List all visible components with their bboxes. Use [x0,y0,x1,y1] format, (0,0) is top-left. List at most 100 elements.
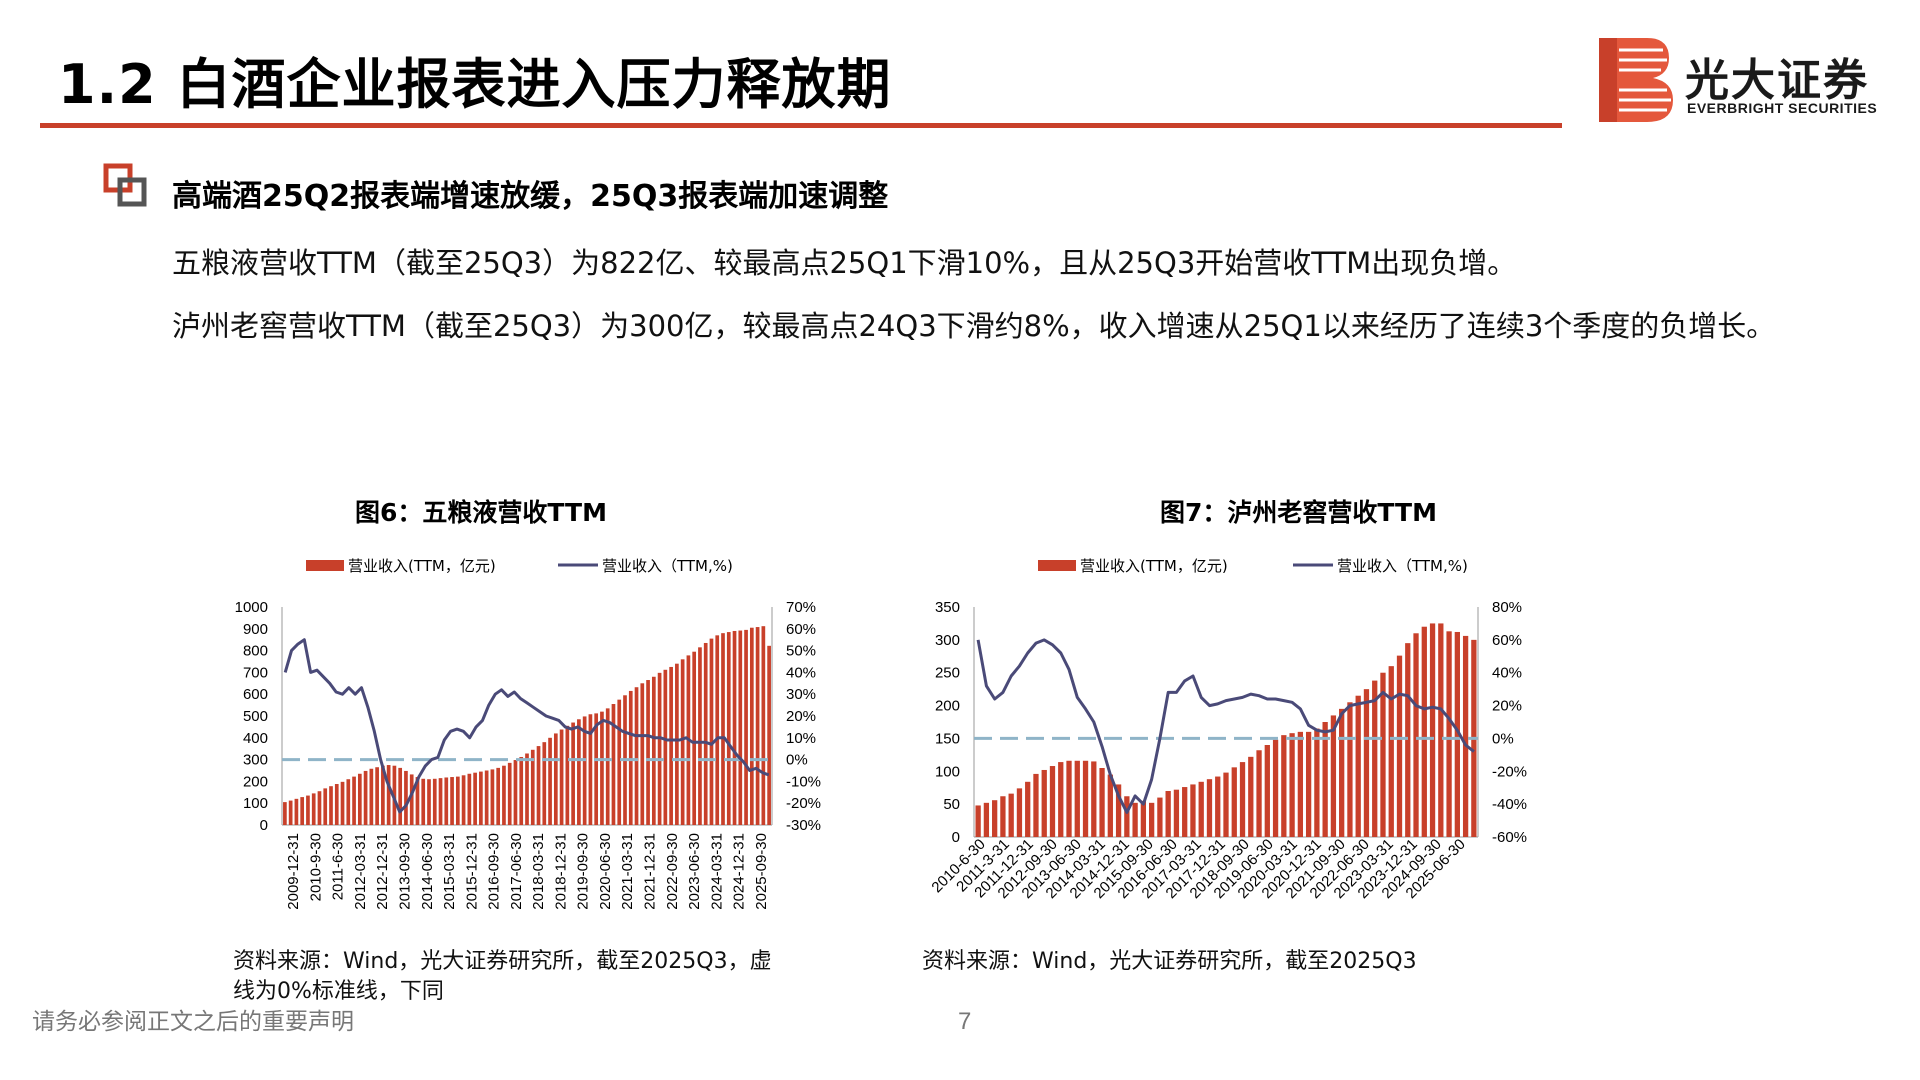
revenue-bar [1058,762,1064,837]
revenue-bar [1025,781,1031,837]
revenue-bar [1363,689,1370,837]
revenue-bar [1091,761,1097,837]
revenue-bar [1082,760,1089,837]
legend-label-growth: 营业收入（TTM,%) [1337,557,1468,575]
revenue-bar [536,746,541,825]
x-tick-label: 2010-9-30 [307,833,324,901]
revenue-bar [1322,722,1328,837]
chart2-source: 资料来源：Wind，光大证券研究所，截至2025Q3 [922,949,1417,974]
revenue-bar [300,797,305,825]
x-tick-label: 2025-09-30 [753,833,770,910]
revenue-bar [744,629,748,825]
revenue-bar [294,798,299,825]
revenue-bar [311,793,316,825]
revenue-bar [530,749,535,825]
revenue-bar [600,711,604,825]
revenue-bar [577,719,581,825]
revenue-bar [1372,680,1378,837]
right-tick-label: 70% [786,599,816,616]
left-tick-label: 100 [935,763,960,780]
revenue-bar [461,775,466,825]
right-tick-label: -10% [786,773,821,790]
revenue-bar [1289,733,1295,837]
revenue-bar [1264,745,1270,837]
revenue-bar [1462,635,1469,837]
growth-rate-line [976,638,1475,814]
right-tick-label: 40% [786,664,816,681]
revenue-bar [680,659,685,825]
revenue-bar [455,776,460,825]
revenue-bar [369,768,374,825]
revenue-bar [553,733,558,825]
revenue-bar [502,765,506,825]
paragraph-luzhou: 泸州老窖营收TTM（截至25Q3）为300亿，较最高点24Q3下滑约8%，收入增… [172,309,1776,343]
x-tick-label: 2023-06-30 [686,833,703,910]
revenue-bar [1033,773,1039,837]
revenue-bar [738,630,743,825]
revenue-bar [703,642,708,825]
revenue-bar [496,767,501,825]
revenue-bar [755,627,760,825]
everbright-logo-icon [1599,38,1673,122]
revenue-bar [398,767,403,825]
legend-bar-swatch [1038,560,1076,571]
revenue-bar [473,772,477,825]
chart-luzhou-revenue: 营业收入(TTM，亿元) 营业收入（TTM,%) 350 300 250 200 150 10… [928,557,1527,902]
revenue-bar [340,781,345,825]
x-tick-label: 2015-03-31 [441,833,458,910]
right-tick-label: 30% [786,686,816,703]
revenue-bar [1223,772,1229,837]
revenue-bar [582,716,587,825]
x-tick-label: 2018-03-31 [530,833,547,910]
section-heading: 高端酒25Q2报表端增速放缓，25Q3报表端加速调整 [172,179,889,214]
left-tick-label: 50 [943,796,960,813]
revenue-bar [415,777,420,825]
left-tick-label: 400 [243,730,268,747]
x-tick-label: 2018-12-31 [552,833,569,910]
left-tick-label: 200 [243,773,268,790]
revenue-bar [479,771,483,825]
revenue-bar [357,773,362,825]
revenue-bar [1099,768,1105,837]
left-tick-label: 300 [243,752,268,769]
revenue-bar [363,770,368,825]
right-tick-label: -40% [1492,796,1527,813]
x-tick-label: 2021-12-31 [642,833,659,910]
x-tick-label: 2014-06-30 [419,833,436,910]
x-tick-label: 2021-03-31 [619,833,636,910]
revenue-bar [1305,731,1312,837]
revenue-bar [1107,774,1113,837]
left-tick-label: 150 [935,730,960,747]
revenue-bar [1157,797,1163,837]
legend-bar-swatch [306,560,344,571]
revenue-bar [732,630,737,825]
revenue-bar [646,680,650,825]
legend-label-growth: 营业收入（TTM,%) [602,557,733,575]
left-tick-label: 700 [243,664,268,681]
revenue-bar [306,795,310,825]
revenue-bar [1281,735,1287,837]
brand-name: 光大证券 [1685,55,1869,106]
revenue-bar [1297,731,1304,837]
revenue-bar [692,651,697,825]
page-number: 7 [958,1008,972,1035]
revenue-bar [329,786,333,825]
revenue-bar [352,776,356,825]
revenue-bar [1066,760,1072,837]
revenue-bar [594,713,599,825]
revenue-bar [1413,633,1419,837]
right-tick-label: -30% [786,817,821,834]
revenue-bar [450,777,454,825]
left-tick-label: 0 [952,829,960,846]
revenue-bar [1248,756,1254,837]
page-title: 1.2 白酒企业报表进入压力释放期 [58,53,892,116]
revenue-bar [421,778,426,825]
left-tick-label: 250 [935,665,960,682]
revenue-bar [519,756,524,825]
revenue-bar [346,779,351,825]
right-tick-label: 80% [1492,599,1522,616]
revenue-bar [1446,631,1452,837]
revenue-bar [317,791,322,825]
revenue-bar [1215,776,1221,837]
left-tick-label: 1000 [235,599,268,616]
